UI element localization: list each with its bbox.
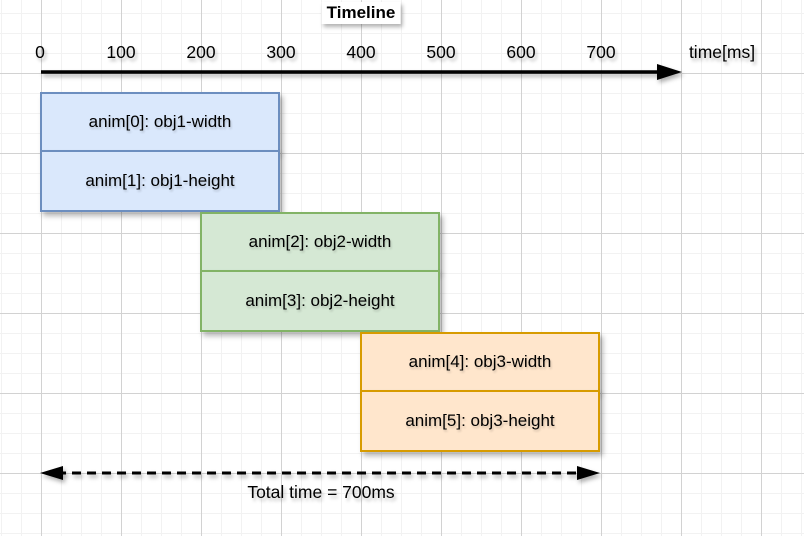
bar-label: anim[2]: obj2-width <box>248 232 392 251</box>
bar-label: anim[4]: obj3-width <box>408 352 552 371</box>
timeline-bar-anim1[interactable]: anim[1]: obj1-height <box>40 150 280 212</box>
axis-tick-0[interactable]: 0 <box>35 42 45 62</box>
axis-tick-200[interactable]: 200 <box>186 42 216 62</box>
axis-tick-100[interactable]: 100 <box>106 42 136 62</box>
timeline-bar-anim0[interactable]: anim[0]: obj1-width <box>40 92 280 152</box>
bar-label: anim[5]: obj3-height <box>405 411 555 430</box>
timeline-bar-anim3[interactable]: anim[3]: obj2-height <box>200 270 440 332</box>
time-axis-arrow[interactable] <box>41 64 682 80</box>
timeline-bar-anim5[interactable]: anim[5]: obj3-height <box>360 390 600 452</box>
axis-tick-500[interactable]: 500 <box>426 42 456 62</box>
diagram-title[interactable]: Timeline <box>321 2 401 24</box>
total-time-label[interactable]: Total time = 700ms <box>247 482 395 502</box>
total-time-arrow[interactable] <box>40 466 600 480</box>
timeline-bar-anim4[interactable]: anim[4]: obj3-width <box>360 332 600 392</box>
axis-tick-600[interactable]: 600 <box>506 42 536 62</box>
axis-tick-400[interactable]: 400 <box>346 42 376 62</box>
axis-unit-label[interactable]: time[ms] <box>688 42 756 62</box>
bar-label: anim[0]: obj1-width <box>88 112 232 131</box>
axis-tick-300[interactable]: 300 <box>266 42 296 62</box>
timeline-bar-anim2[interactable]: anim[2]: obj2-width <box>200 212 440 272</box>
axis-tick-700[interactable]: 700 <box>586 42 616 62</box>
bar-label: anim[1]: obj1-height <box>85 171 235 190</box>
bar-label: anim[3]: obj2-height <box>245 291 395 310</box>
